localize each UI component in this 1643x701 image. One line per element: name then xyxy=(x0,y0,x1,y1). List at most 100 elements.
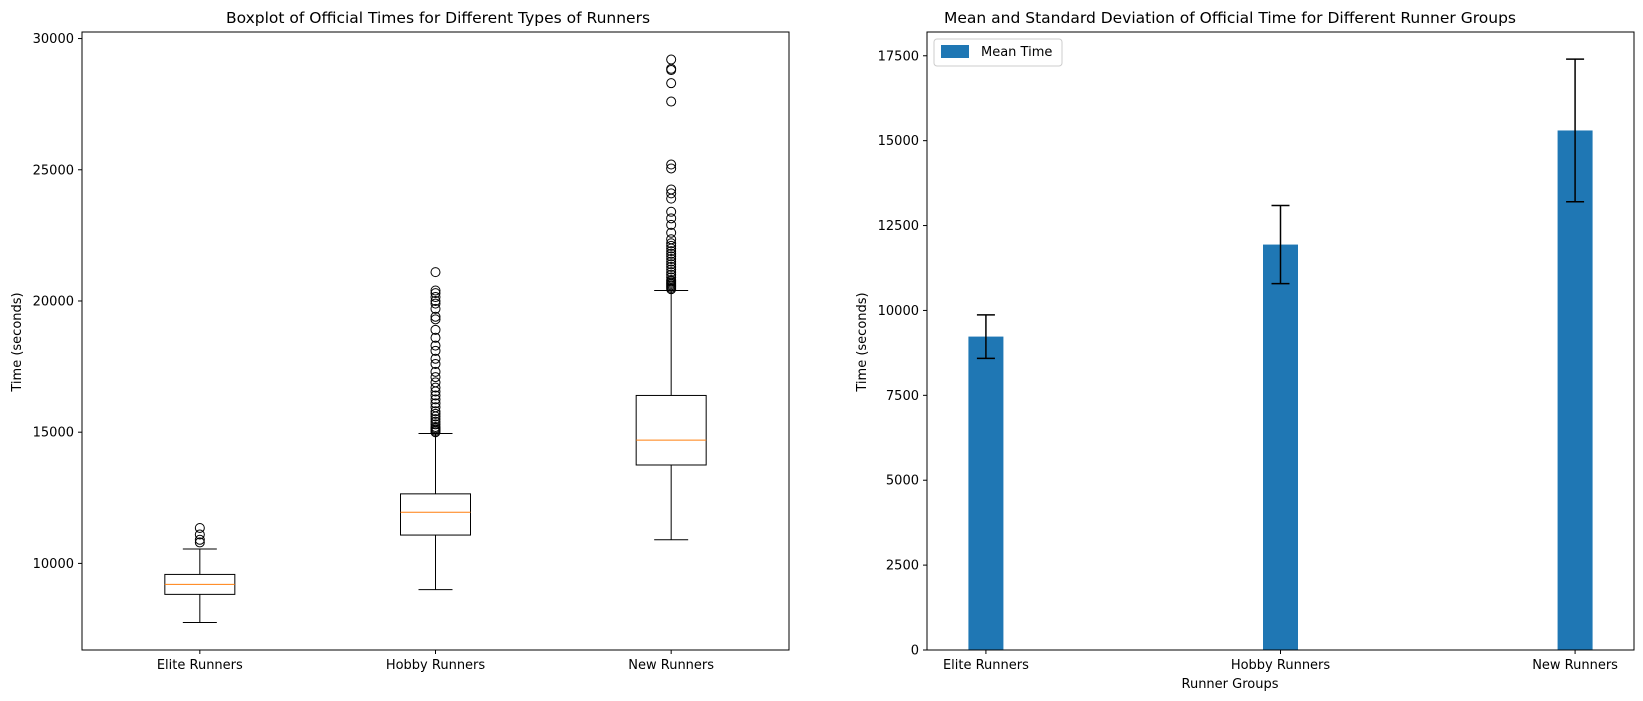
box-iqr xyxy=(635,394,707,466)
box-outlier xyxy=(430,314,441,325)
bar-chart-y-tick-label: 12500 xyxy=(878,219,919,234)
box-outlier xyxy=(666,274,677,285)
box-outlier xyxy=(666,234,677,245)
box-outlier xyxy=(430,345,441,356)
boxplot-x-tick-label: New Runners xyxy=(628,658,714,673)
box-outlier xyxy=(430,311,441,322)
bar-chart-x-tick-label: New Runners xyxy=(1532,658,1618,673)
bar-chart-x-ticks: Elite Runners Hobby Runners New Runners xyxy=(943,650,1618,673)
legend: Mean Time xyxy=(933,38,1063,67)
box-outlier xyxy=(666,256,677,267)
box-outlier xyxy=(194,522,205,533)
box-outlier xyxy=(430,372,441,383)
box-outlier xyxy=(430,267,441,278)
bar-chart-y-tick-label: 5000 xyxy=(886,474,919,489)
box-outlier xyxy=(666,163,677,174)
box-outlier xyxy=(194,537,205,548)
error-bar xyxy=(1566,58,1585,203)
box-outlier xyxy=(666,272,677,283)
boxplot-boxes xyxy=(164,54,707,623)
box-outlier xyxy=(666,259,677,270)
boxplot-x-tick-label: Hobby Runners xyxy=(386,658,486,673)
box-outlier xyxy=(430,358,441,369)
box-outlier xyxy=(666,238,677,249)
box-elite-runners xyxy=(164,522,236,623)
box-outlier xyxy=(666,206,677,217)
bar-chart-y-tick-label: 17500 xyxy=(878,49,919,64)
legend-label: Mean Time xyxy=(981,45,1052,60)
box-outlier xyxy=(430,340,441,351)
boxplot-title: Boxplot of Official Times for Different … xyxy=(226,9,650,27)
error-bar xyxy=(1271,204,1290,285)
box-outlier xyxy=(430,332,441,343)
bar-chart-bars xyxy=(968,130,1593,651)
bar-new-runners xyxy=(1557,130,1593,650)
boxplot-x-ticks: Elite Runners Hobby Runners New Runners xyxy=(157,650,714,673)
box-outlier xyxy=(666,219,677,230)
boxplot-y-tick-label: 10000 xyxy=(33,557,74,572)
boxplot-x-tick-label: Elite Runners xyxy=(157,658,243,673)
box-outlier xyxy=(666,193,677,204)
box-outlier xyxy=(430,303,441,314)
box-outlier xyxy=(430,324,441,335)
boxplot-y-tick-label: 25000 xyxy=(33,163,74,178)
box-outlier xyxy=(666,240,677,251)
boxplot-y-tick-label: 15000 xyxy=(33,426,74,441)
boxplot-axes-frame xyxy=(81,31,790,651)
box-outlier xyxy=(430,398,441,409)
boxplot-y-tick-label: 20000 xyxy=(33,294,74,309)
box-outlier xyxy=(666,54,677,65)
box-outlier xyxy=(430,298,441,309)
error-bar xyxy=(976,314,995,360)
box-outlier xyxy=(430,292,441,303)
bar-chart-y-ticks: 0 2500 5000 7500 10000 12500 15000 17500 xyxy=(878,49,927,659)
box-iqr xyxy=(400,493,471,536)
box-outlier xyxy=(430,408,441,419)
box-outlier xyxy=(430,394,441,405)
boxplot-chart: Boxplot of Official Times for Different … xyxy=(10,9,790,673)
box-hobby-runners xyxy=(400,267,471,591)
box-outlier xyxy=(666,248,677,259)
bar-chart-x-tick-label: Hobby Runners xyxy=(1231,658,1331,673)
bar-chart: Mean and Standard Deviation of Official … xyxy=(855,9,1635,692)
box-outlier xyxy=(430,353,441,364)
box-outlier xyxy=(430,419,441,430)
box-outlier xyxy=(666,269,677,280)
box-outlier xyxy=(194,529,205,540)
box-outlier xyxy=(666,251,677,262)
box-outlier xyxy=(430,390,441,401)
box-outlier xyxy=(430,421,441,432)
box-outlier xyxy=(666,184,677,195)
box-outlier xyxy=(430,414,441,425)
box-outlier xyxy=(430,295,441,306)
bar-chart-x-tick-label: Elite Runners xyxy=(943,658,1029,673)
box-outlier xyxy=(430,288,441,299)
box-outlier xyxy=(666,78,677,89)
box-outlier xyxy=(430,406,441,417)
box-outlier xyxy=(666,188,677,199)
box-outlier xyxy=(430,377,441,388)
bar-elite-runners xyxy=(968,336,1004,650)
boxplot-y-axis-label: Time (seconds) xyxy=(10,292,25,392)
box-outlier xyxy=(666,227,677,238)
bar-chart-y-tick-label: 7500 xyxy=(886,389,919,404)
legend-swatch xyxy=(941,45,969,58)
box-outlier xyxy=(666,213,677,224)
bar-chart-axes-frame xyxy=(926,31,1635,651)
bar-hobby-runners xyxy=(1263,244,1298,651)
bar-chart-y-axis-label: Time (seconds) xyxy=(855,292,870,392)
bar-chart-x-axis-label: Runner Groups xyxy=(1182,677,1279,692)
box-outlier xyxy=(666,159,677,170)
box-outlier xyxy=(430,416,441,427)
box-outlier xyxy=(666,264,677,275)
bar-chart-y-tick-label: 0 xyxy=(911,644,919,659)
box-outlier xyxy=(666,253,677,264)
bar-chart-y-tick-label: 2500 xyxy=(886,559,919,574)
box-outlier xyxy=(666,246,677,257)
box-outlier xyxy=(430,285,441,296)
box-outlier xyxy=(430,402,441,413)
box-outlier xyxy=(666,96,677,107)
bar-chart-error-bars xyxy=(976,58,1585,360)
bar-chart-title: Mean and Standard Deviation of Official … xyxy=(944,9,1516,27)
